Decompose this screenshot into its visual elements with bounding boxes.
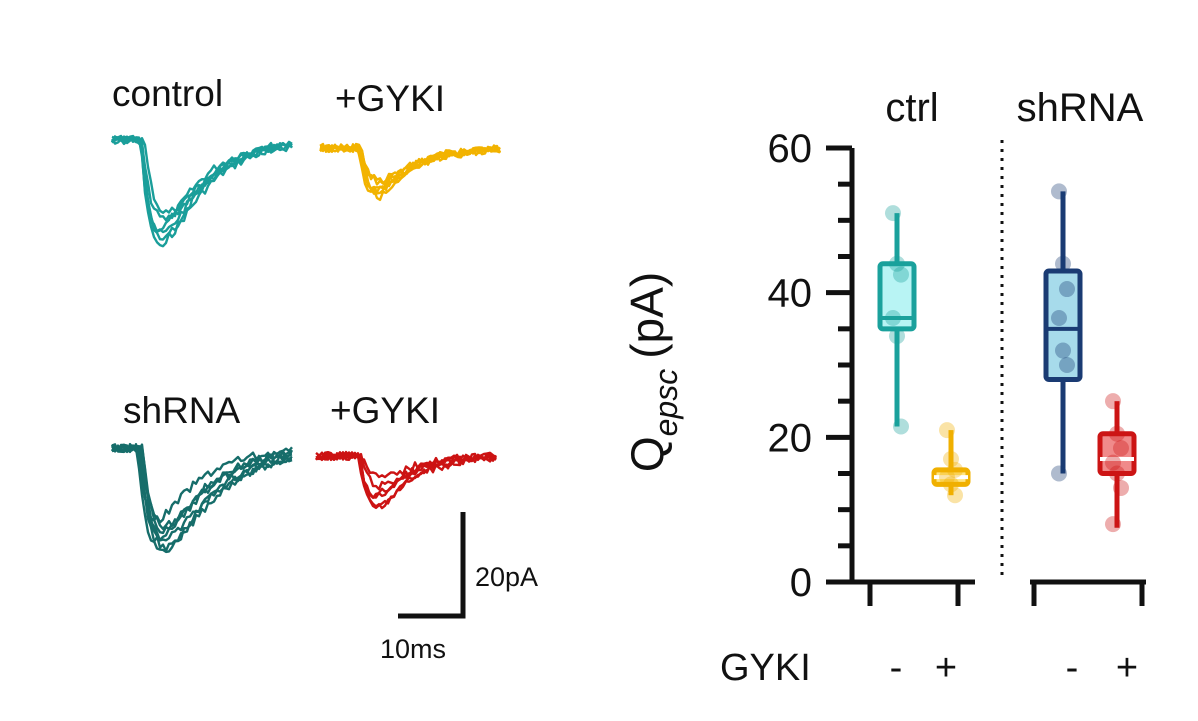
data-point <box>893 418 909 435</box>
y-tick-label: 0 <box>790 561 812 605</box>
group-label-ctrl: ctrl <box>885 86 938 130</box>
traces-control-gyki <box>319 142 502 202</box>
data-point <box>889 328 905 345</box>
data-point <box>1051 183 1067 200</box>
data-point <box>1059 357 1075 373</box>
data-point <box>1109 465 1125 482</box>
cond-label-shrna-minus: - <box>1066 647 1079 689</box>
data-point <box>1109 425 1125 442</box>
scale-current-label: 20pA <box>475 562 538 592</box>
traces-control <box>110 134 293 248</box>
y-axis-label: Qepsc (pA) <box>621 272 684 472</box>
shrna-trace <box>110 444 293 542</box>
control-gyki-trace <box>319 143 502 185</box>
label-shrna-gyki: +GYKI <box>330 390 440 431</box>
data-point <box>943 451 959 468</box>
y-axis-label-main: Q <box>621 436 673 472</box>
label-shrna: shRNA <box>123 390 241 431</box>
shrna-trace <box>111 444 293 531</box>
y-tick-label: 20 <box>768 416 813 460</box>
data-point <box>1051 465 1067 482</box>
data-point <box>1055 255 1071 272</box>
x-axes <box>852 579 1146 606</box>
scale-time-label: 10ms <box>380 634 446 664</box>
data-point <box>1105 516 1121 533</box>
scale-bar <box>398 512 466 619</box>
traces-shrna-gyki <box>315 450 498 510</box>
data-point <box>939 469 955 486</box>
box-iqr <box>1097 431 1137 477</box>
data-point <box>1113 440 1129 457</box>
data-point <box>947 461 963 478</box>
data-point <box>1055 342 1071 359</box>
box-ctrl-control <box>877 205 917 435</box>
data-point <box>885 205 901 222</box>
data-point <box>943 476 959 493</box>
y-axis-label-sub: epsc <box>648 369 684 437</box>
data-point <box>1105 393 1121 410</box>
box-iqr <box>877 261 917 332</box>
data-point <box>1051 309 1067 326</box>
group-label-shrna: shRNA <box>1017 86 1144 130</box>
x-axis-label-gyki: GYKI <box>720 647 811 689</box>
cond-label-ctrl-plus: + <box>935 647 957 689</box>
shrna-gyki-trace <box>315 452 497 499</box>
data-point <box>1059 281 1075 298</box>
box-ctrl-gyki <box>931 422 971 504</box>
y-tick-label: 40 <box>768 272 813 316</box>
data-point <box>885 309 901 326</box>
cond-label-shrna-plus: + <box>1116 647 1138 689</box>
cond-label-ctrl-minus: - <box>890 647 903 689</box>
data-point <box>893 266 909 283</box>
label-control: control <box>112 73 223 114</box>
data-point <box>947 487 963 504</box>
data-point <box>1113 479 1129 496</box>
shrna-trace <box>111 442 293 553</box>
boxes <box>877 183 1137 533</box>
data-point <box>1105 454 1121 471</box>
traces-shrna <box>110 442 294 554</box>
box-shrna-control <box>1043 183 1083 482</box>
y-tick-label: 60 <box>768 127 813 171</box>
svg-text:Qepsc(pA): Qepsc (pA) <box>621 272 684 472</box>
shrna-gyki-trace <box>315 451 497 479</box>
box-iqr <box>1043 268 1083 382</box>
data-point <box>889 255 905 272</box>
shrna-trace <box>111 443 293 524</box>
y-axis: 0 20 40 60 <box>768 127 855 605</box>
label-control-gyki: +GYKI <box>335 78 445 119</box>
control-trace <box>111 134 293 248</box>
y-axis-label-unit: (pA) <box>621 272 673 359</box>
box-shrna-gyki <box>1097 393 1137 533</box>
data-point <box>939 422 955 439</box>
